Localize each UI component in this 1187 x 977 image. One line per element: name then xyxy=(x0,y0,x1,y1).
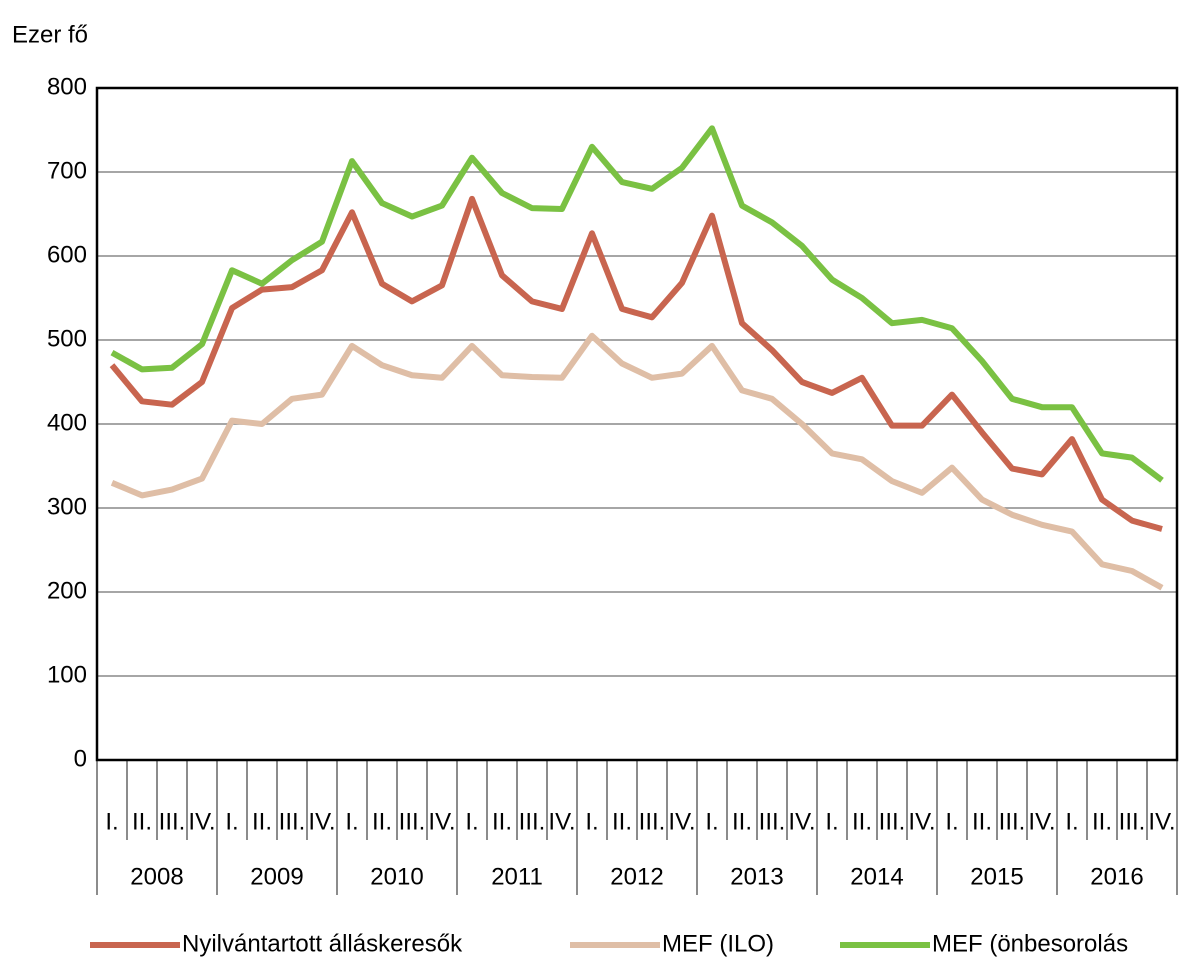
x-group-label: 2016 xyxy=(1090,863,1143,890)
y-tick-label: 500 xyxy=(47,325,87,352)
x-tick-label: II. xyxy=(852,808,872,835)
x-tick-label: II. xyxy=(1092,808,1112,835)
x-tick-label: IV. xyxy=(308,808,335,835)
x-tick-label: II. xyxy=(252,808,272,835)
x-tick-label: II. xyxy=(972,808,992,835)
series-line xyxy=(110,332,1164,591)
x-group-label: 2012 xyxy=(610,863,663,890)
y-tick-label: 600 xyxy=(47,241,87,268)
y-tick-label: 800 xyxy=(47,73,87,100)
x-tick-label: IV. xyxy=(908,808,935,835)
x-group-label: 2009 xyxy=(250,863,303,890)
x-tick-label: II. xyxy=(372,808,392,835)
x-group-label: 2013 xyxy=(730,863,783,890)
x-tick-label: IV. xyxy=(1028,808,1055,835)
series-line xyxy=(110,125,1164,483)
y-tick-label: 400 xyxy=(47,409,87,436)
y-tick-label: 200 xyxy=(47,577,87,604)
x-tick-label: I. xyxy=(585,808,598,835)
x-tick-label: II. xyxy=(132,808,152,835)
y-tick-label: 100 xyxy=(47,661,87,688)
y-tick-label: 0 xyxy=(74,745,87,772)
x-tick-label: II. xyxy=(612,808,632,835)
x-tick-label: I. xyxy=(1065,808,1078,835)
plot-frame xyxy=(95,86,1179,762)
x-tick-label: III. xyxy=(279,808,306,835)
x-group-label: 2014 xyxy=(850,863,903,890)
x-tick-label: I. xyxy=(825,808,838,835)
x-tick-label: IV. xyxy=(668,808,695,835)
x-tick-label: I. xyxy=(345,808,358,835)
x-tick-label: I. xyxy=(945,808,958,835)
x-tick-label: IV. xyxy=(548,808,575,835)
x-tick-label: III. xyxy=(999,808,1026,835)
x-tick-label: I. xyxy=(705,808,718,835)
legend-label: Nyilvántartott álláskeresők xyxy=(182,930,463,957)
y-tick-label: 300 xyxy=(47,493,87,520)
x-tick-label: III. xyxy=(159,808,186,835)
x-tick-label: IV. xyxy=(788,808,815,835)
x-tick-label: III. xyxy=(1119,808,1146,835)
x-tick-label: III. xyxy=(639,808,666,835)
x-group-label: 2010 xyxy=(370,863,423,890)
series-line xyxy=(109,195,1163,532)
x-tick-label: IV. xyxy=(1148,808,1175,835)
x-tick-label: II. xyxy=(732,808,752,835)
x-tick-label: IV. xyxy=(428,808,455,835)
y-tick-label: 700 xyxy=(47,157,87,184)
x-tick-label: III. xyxy=(519,808,546,835)
x-group-label: 2011 xyxy=(491,863,543,890)
x-tick-label: IV. xyxy=(188,808,215,835)
x-tick-label: III. xyxy=(399,808,426,835)
x-tick-label: I. xyxy=(225,808,238,835)
x-group-label: 2008 xyxy=(130,863,183,890)
y-axis-label: Ezer fő xyxy=(12,21,88,48)
legend-label: MEF (ILO) xyxy=(662,930,774,957)
x-tick-label: III. xyxy=(759,808,786,835)
x-tick-label: I. xyxy=(105,808,118,835)
legend-label: MEF (önbesorolás xyxy=(932,930,1128,957)
x-tick-label: II. xyxy=(492,808,512,835)
x-tick-label: I. xyxy=(465,808,478,835)
x-group-label: 2015 xyxy=(970,863,1023,890)
x-tick-label: III. xyxy=(879,808,906,835)
